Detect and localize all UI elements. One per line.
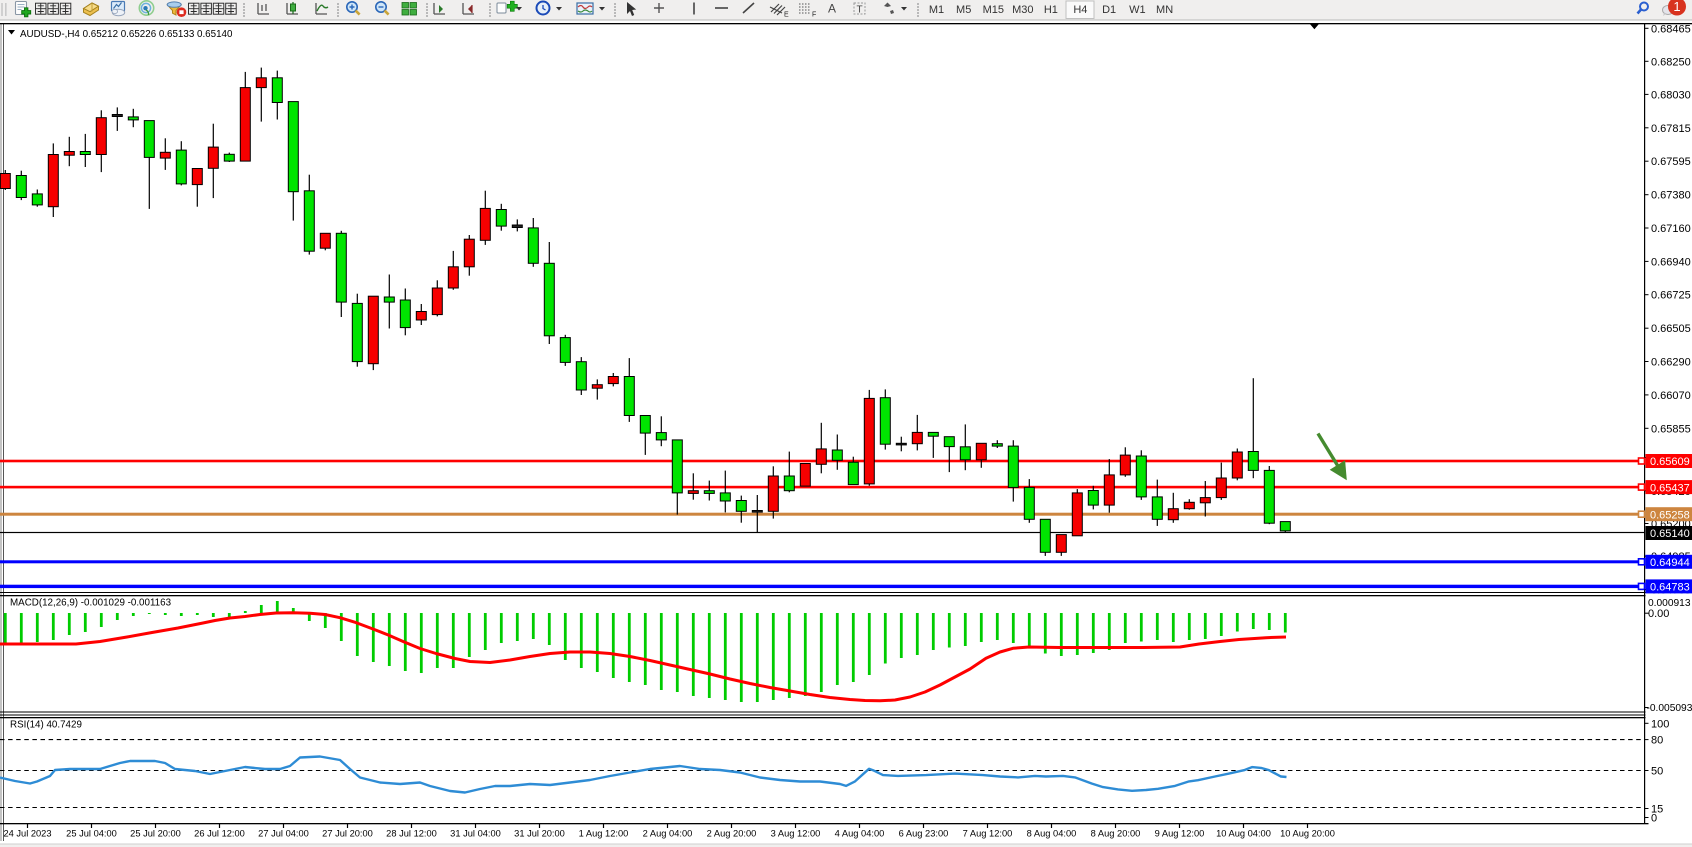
svg-text:15: 15	[1651, 804, 1663, 816]
svg-text:M5: M5	[956, 4, 971, 16]
svg-text:26 Jul 12:00: 26 Jul 12:00	[194, 829, 245, 839]
svg-text:0.65855: 0.65855	[1651, 423, 1691, 435]
svg-text:0.00: 0.00	[1648, 608, 1669, 620]
svg-text:28 Jul 12:00: 28 Jul 12:00	[386, 829, 437, 839]
svg-text:0.66290: 0.66290	[1651, 357, 1691, 369]
svg-text:2 Aug 20:00: 2 Aug 20:00	[707, 829, 757, 839]
svg-text:8 Aug 04:00: 8 Aug 04:00	[1027, 829, 1077, 839]
svg-text:AUDUSD-,H4 0.65212 0.65226 0.: AUDUSD-,H4 0.65212 0.65226 0.65133 0.651…	[20, 29, 233, 40]
svg-text:4 Aug 04:00: 4 Aug 04:00	[835, 829, 885, 839]
svg-text:0.66505: 0.66505	[1651, 323, 1691, 335]
svg-text:-0.005093: -0.005093	[1647, 703, 1692, 714]
svg-text:100: 100	[1651, 718, 1669, 730]
svg-text:7 Aug 12:00: 7 Aug 12:00	[963, 829, 1013, 839]
svg-text:RSI(14) 40.7429: RSI(14) 40.7429	[10, 720, 82, 731]
svg-text:0.66940: 0.66940	[1651, 256, 1691, 268]
svg-text:E: E	[784, 12, 789, 19]
svg-text:3 Aug 12:00: 3 Aug 12:00	[771, 829, 821, 839]
svg-text:80: 80	[1651, 735, 1663, 747]
svg-text:0.67380: 0.67380	[1651, 190, 1691, 202]
svg-text:0.64944: 0.64944	[1650, 557, 1690, 569]
svg-text:0.66070: 0.66070	[1651, 390, 1691, 402]
svg-text:50: 50	[1651, 766, 1663, 778]
svg-text:T: T	[857, 5, 863, 16]
svg-text:M30: M30	[1012, 4, 1033, 16]
svg-text:0: 0	[1651, 813, 1657, 825]
svg-text:9 Aug 12:00: 9 Aug 12:00	[1155, 829, 1205, 839]
svg-text:8 Aug 20:00: 8 Aug 20:00	[1091, 829, 1141, 839]
svg-text:0.66725: 0.66725	[1651, 290, 1691, 302]
svg-text:0.65140: 0.65140	[1650, 528, 1690, 540]
svg-text:0.65609: 0.65609	[1650, 456, 1690, 468]
svg-text:25 Jul 04:00: 25 Jul 04:00	[66, 829, 117, 839]
svg-text:0.67815: 0.67815	[1651, 123, 1691, 135]
svg-text:0.67595: 0.67595	[1651, 156, 1691, 168]
svg-text:A: A	[828, 2, 836, 16]
svg-text:0.65437: 0.65437	[1650, 482, 1690, 494]
svg-text:0.68030: 0.68030	[1651, 89, 1691, 101]
svg-text:H1: H1	[1044, 4, 1058, 16]
svg-text:M1: M1	[929, 4, 944, 16]
svg-text:27 Jul 04:00: 27 Jul 04:00	[258, 829, 309, 839]
svg-text:MACD(12,26,9) -0.001029 -0.001: MACD(12,26,9) -0.001029 -0.001163	[10, 598, 172, 609]
svg-text:0.67160: 0.67160	[1651, 223, 1691, 235]
svg-text:F: F	[812, 12, 816, 19]
svg-text:0.65258: 0.65258	[1650, 509, 1690, 521]
svg-text:0.000913: 0.000913	[1648, 598, 1691, 609]
svg-text:10 Aug 20:00: 10 Aug 20:00	[1280, 829, 1335, 839]
svg-text:31 Jul 20:00: 31 Jul 20:00	[514, 829, 565, 839]
svg-text:0.64783: 0.64783	[1650, 582, 1690, 594]
svg-text:1: 1	[1673, 0, 1680, 14]
svg-text:10 Aug 04:00: 10 Aug 04:00	[1216, 829, 1271, 839]
svg-text:MN: MN	[1156, 4, 1173, 16]
svg-text:2 Aug 04:00: 2 Aug 04:00	[643, 829, 693, 839]
svg-text:D1: D1	[1102, 4, 1116, 16]
svg-text:27 Jul 20:00: 27 Jul 20:00	[322, 829, 373, 839]
svg-text:1 Aug 12:00: 1 Aug 12:00	[579, 829, 629, 839]
svg-text:0.68250: 0.68250	[1651, 56, 1691, 68]
svg-text:0.68465: 0.68465	[1651, 23, 1691, 35]
svg-text:31 Jul 04:00: 31 Jul 04:00	[450, 829, 501, 839]
svg-text:24 Jul 2023: 24 Jul 2023	[3, 829, 51, 839]
svg-text:W1: W1	[1129, 4, 1146, 16]
svg-text:H4: H4	[1073, 4, 1087, 16]
svg-text:6 Aug 23:00: 6 Aug 23:00	[899, 829, 949, 839]
svg-text:M15: M15	[983, 4, 1004, 16]
svg-text:25 Jul 20:00: 25 Jul 20:00	[130, 829, 181, 839]
